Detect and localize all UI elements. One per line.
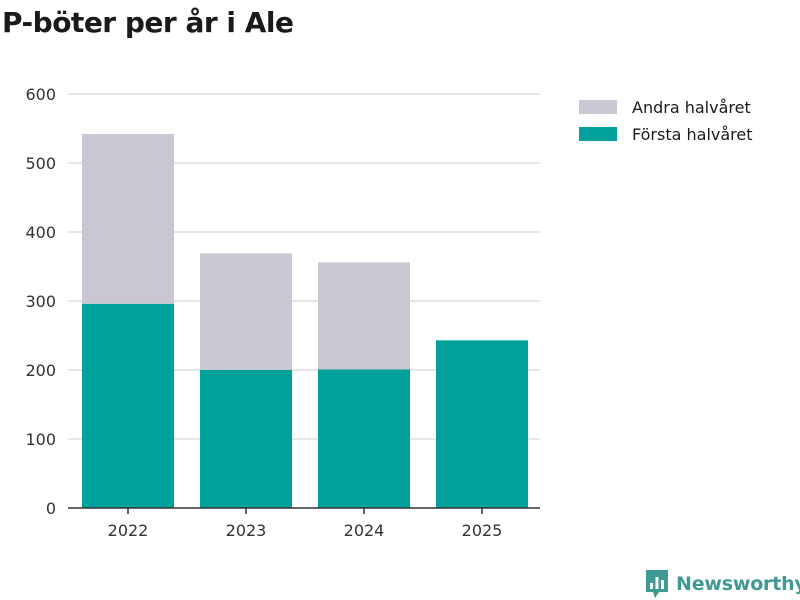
- legend-swatch: [579, 100, 617, 114]
- y-tick-label: 300: [25, 292, 56, 311]
- x-tick-label: 2024: [344, 521, 385, 540]
- bar-2024-andra-halvaret: [318, 262, 410, 370]
- bar-2022-andra-halvaret: [82, 134, 174, 304]
- legend-label: Första halvåret: [632, 125, 753, 144]
- legend: Andra halvåret Första halvåret: [579, 98, 753, 144]
- legend-swatch: [579, 127, 617, 141]
- brand-name: Newsworthy: [676, 573, 800, 595]
- y-tick-label: 0: [46, 499, 56, 518]
- x-tick-label: 2025: [462, 521, 503, 540]
- y-tick-label: 100: [25, 430, 56, 449]
- x-tick-label: 2023: [226, 521, 267, 540]
- bar-2022-forsta-halvaret: [82, 303, 174, 508]
- y-tick-label: 200: [25, 361, 56, 380]
- chart-title: P-böter per år i Ale: [2, 6, 294, 39]
- newsworthy-brand: Newsworthy: [644, 568, 800, 600]
- x-tick-label: 2022: [108, 521, 149, 540]
- bar-2023-andra-halvaret: [200, 253, 292, 370]
- y-tick-label: 500: [25, 154, 56, 173]
- bar-2024-forsta-halvaret: [318, 369, 410, 508]
- bar-2025-forsta-halvaret: [436, 340, 528, 508]
- y-tick-label: 600: [25, 85, 56, 104]
- legend-label: Andra halvåret: [632, 98, 751, 117]
- y-tick-label: 400: [25, 223, 56, 242]
- bar-2023-forsta-halvaret: [200, 370, 292, 508]
- y-axis-ticks: 0 100 200 300 400 500 600: [25, 85, 56, 518]
- bar-chart-logo-icon: [646, 570, 668, 598]
- x-axis-ticks: 2022 2023 2024 2025: [108, 508, 503, 540]
- bars: [82, 134, 528, 508]
